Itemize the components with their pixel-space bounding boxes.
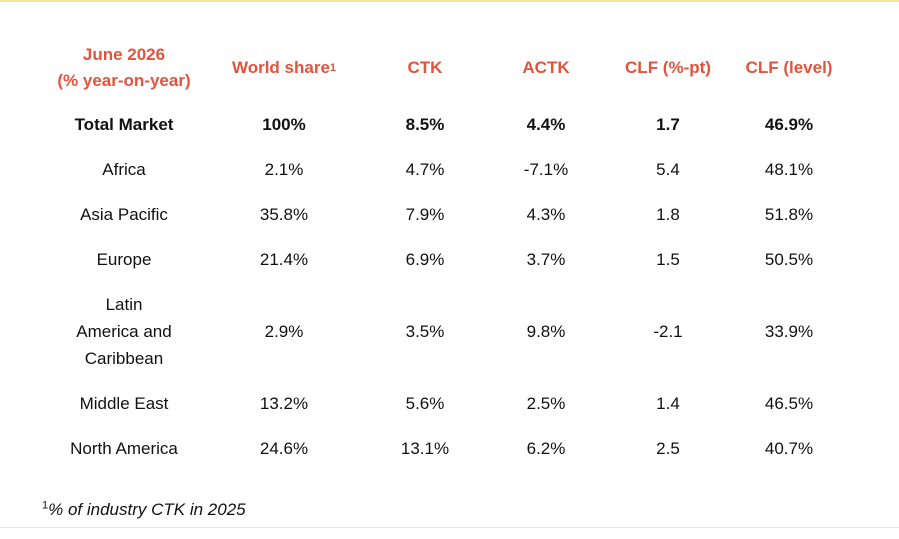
table-row-total-world-share: 100%	[262, 115, 306, 134]
table-row-total-actk: 4.4%	[526, 115, 566, 134]
table-row-middle-east-ctk: 5.6%	[405, 394, 445, 413]
footnote: 1% of industry CTK in 2025	[42, 500, 246, 520]
header-period: June 2026 (% year-on-year)	[44, 38, 204, 98]
header-world-share-label: World share	[231, 58, 330, 77]
table-row-total-ctk: 8.5%	[405, 115, 445, 134]
table-row-asia-pacific-region: Asia Pacific	[80, 205, 168, 224]
table-row-latam-clf-level: 33.9%	[764, 322, 814, 341]
table-row-europe-clf-level: 50.5%	[764, 250, 814, 269]
table-row-latam-region-line1: Latin	[105, 295, 143, 314]
table-row-africa-ctk: 4.7%	[405, 160, 445, 179]
table-row-total-region: Total Market	[74, 115, 174, 134]
header-period-line2: (% year-on-year)	[57, 71, 191, 90]
bottom-rule	[0, 527, 899, 528]
footnote-sup: 1	[42, 499, 49, 512]
table-row-latam-world-share: 2.9%	[264, 322, 304, 341]
table-row-north-america-ctk: 13.1%	[400, 439, 450, 458]
table-row-europe-ctk: 6.9%	[405, 250, 445, 269]
table-row-asia-pacific-clf-level: 51.8%	[764, 205, 814, 224]
top-rule	[0, 0, 899, 2]
table-row-africa-region: Africa	[102, 160, 146, 179]
table-row-middle-east-region: Middle East	[79, 394, 169, 413]
table-row-total-clf-level: 46.9%	[764, 115, 814, 134]
table-row-latam-clf-pt: -2.1	[653, 322, 683, 341]
table-row-latam-region: Latin America and Caribbean	[44, 291, 204, 372]
table-row-africa-clf-pt: 5.4	[656, 160, 680, 179]
table-row-asia-pacific-clf-pt: 1.8	[656, 205, 680, 224]
header-clf-pt: CLF (%-pt)	[625, 58, 711, 77]
table-row-europe-region: Europe	[96, 250, 152, 269]
table-row-middle-east-world-share: 13.2%	[259, 394, 309, 413]
table-row-europe-actk: 3.7%	[526, 250, 566, 269]
table-row-asia-pacific-actk: 4.3%	[526, 205, 566, 224]
table-row-africa-clf-level: 48.1%	[764, 160, 814, 179]
header-ctk: CTK	[407, 58, 443, 77]
table-row-latam-actk: 9.8%	[526, 322, 566, 341]
table-row-north-america-region: North America	[70, 439, 178, 458]
table-row-latam-region-line2: America and	[76, 322, 172, 341]
table-row-middle-east-actk: 2.5%	[526, 394, 566, 413]
header-actk: ACTK	[522, 58, 570, 77]
table-row-middle-east-clf-pt: 1.4	[656, 394, 680, 413]
table-row-north-america-clf-pt: 2.5	[656, 439, 680, 458]
table-row-asia-pacific-ctk: 7.9%	[405, 205, 445, 224]
table-row-latam-ctk: 3.5%	[405, 322, 445, 341]
header-period-line1: June 2026	[82, 45, 166, 64]
table-row-middle-east-clf-level: 46.5%	[764, 394, 814, 413]
table-row-europe-world-share: 21.4%	[259, 250, 309, 269]
table-row-asia-pacific-world-share: 35.8%	[259, 205, 309, 224]
table-row-africa-world-share: 2.1%	[264, 160, 304, 179]
header-world-share: World share 1	[214, 38, 354, 98]
table-row-north-america-world-share: 24.6%	[259, 439, 309, 458]
footnote-text: % of industry CTK in 2025	[48, 500, 246, 519]
table-row-total-clf-pt: 1.7	[656, 115, 680, 134]
table-row-latam-region-line3: Caribbean	[84, 349, 164, 368]
table-row-europe-clf-pt: 1.5	[656, 250, 680, 269]
table-row-africa-actk: -7.1%	[523, 160, 569, 179]
header-clf-level: CLF (level)	[745, 58, 833, 77]
table-row-north-america-actk: 6.2%	[526, 439, 566, 458]
table-row-north-america-clf-level: 40.7%	[764, 439, 814, 458]
